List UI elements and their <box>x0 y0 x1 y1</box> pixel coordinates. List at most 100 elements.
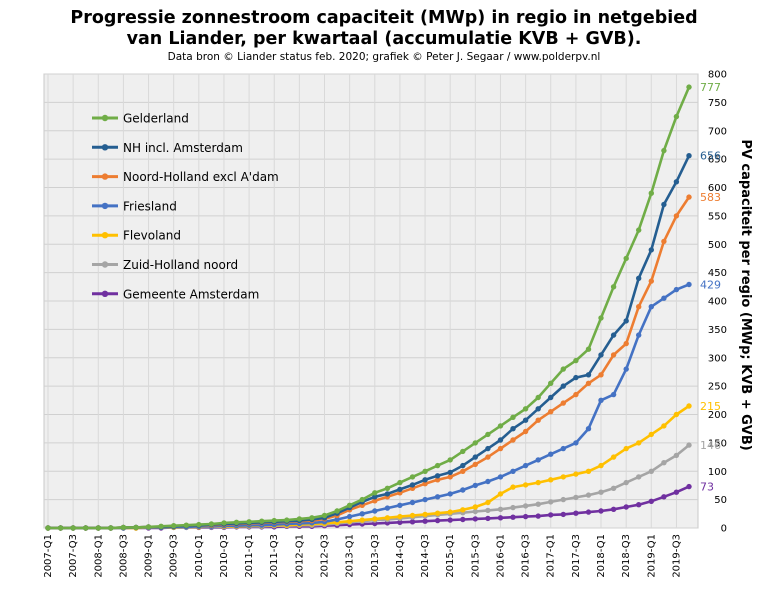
data-point <box>636 304 642 310</box>
data-point <box>485 478 491 485</box>
x-tick-label: 2009-Q3 <box>169 534 180 578</box>
y-tick-label: 800 <box>708 70 727 81</box>
data-point <box>485 445 491 452</box>
data-point <box>472 508 478 515</box>
data-point <box>673 452 680 459</box>
data-point <box>610 284 617 290</box>
data-point <box>422 511 428 518</box>
data-point <box>397 479 403 486</box>
data-point <box>284 517 290 523</box>
data-point <box>610 506 617 512</box>
data-point <box>409 512 416 519</box>
data-point <box>434 494 441 500</box>
data-point <box>560 511 566 518</box>
data-point <box>334 508 340 514</box>
data-point <box>598 372 604 378</box>
legend-label: Zuid-Holland noord <box>123 258 238 272</box>
data-point <box>372 516 378 522</box>
data-point <box>460 516 466 523</box>
data-point <box>560 445 566 452</box>
data-point <box>522 428 529 435</box>
x-tick-label: 2015-Q1 <box>445 534 456 578</box>
data-point <box>472 461 478 468</box>
data-point <box>183 522 189 528</box>
y-tick-label: 700 <box>708 126 727 137</box>
data-point <box>397 519 403 525</box>
end-value-label: 73 <box>700 481 714 494</box>
data-point <box>585 346 592 352</box>
data-point <box>522 513 529 520</box>
data-point <box>686 403 692 409</box>
data-point <box>460 507 466 513</box>
y-tick-label: 550 <box>708 211 727 222</box>
data-point <box>460 462 466 469</box>
data-point <box>434 473 441 479</box>
x-tick-label: 2011-Q1 <box>244 534 255 578</box>
data-point <box>346 513 353 520</box>
data-point <box>636 332 642 338</box>
data-point <box>384 505 391 511</box>
data-point <box>434 462 441 469</box>
chart-title: Progressie zonnestroom capaciteit (MWp) … <box>0 8 768 50</box>
data-point <box>661 460 667 466</box>
data-point <box>522 406 529 412</box>
x-tick-label: 2008-Q3 <box>118 534 129 578</box>
x-tick-label: 2017-Q3 <box>571 534 582 578</box>
data-point <box>648 498 654 504</box>
data-point <box>472 516 478 522</box>
data-point <box>510 484 516 490</box>
data-point <box>422 481 428 487</box>
end-labels: 73 146 215 429 583 656 777 <box>700 81 721 494</box>
data-point <box>535 457 541 463</box>
data-point <box>497 515 504 521</box>
data-point <box>510 426 516 432</box>
data-point <box>497 474 504 480</box>
data-point <box>636 227 642 233</box>
y-tick-label: 750 <box>708 98 727 109</box>
data-point <box>673 213 680 219</box>
data-point <box>359 517 365 523</box>
data-point <box>158 523 164 529</box>
x-tick-label: 2016-Q3 <box>521 534 532 578</box>
y-tick-label: 400 <box>708 297 727 308</box>
series-0 <box>45 84 692 531</box>
data-point <box>661 494 667 500</box>
data-point <box>610 485 617 491</box>
data-point <box>133 524 139 531</box>
legend-marker <box>101 144 109 151</box>
data-point <box>460 487 466 493</box>
data-point <box>648 431 654 438</box>
data-point <box>510 514 516 520</box>
data-point <box>623 255 629 262</box>
data-point <box>686 194 692 200</box>
data-point <box>535 394 541 401</box>
data-point <box>585 380 592 386</box>
x-tick-label: 2009-Q1 <box>144 534 155 578</box>
data-point <box>485 507 491 514</box>
data-point <box>460 448 466 455</box>
data-point <box>384 491 391 497</box>
data-point <box>573 391 579 398</box>
y-tick-label: 600 <box>708 183 727 194</box>
end-value-label: 777 <box>700 81 721 94</box>
x-axis: 2007-Q1 2007-Q3 2008-Q1 2008-Q3 2009-Q1 2009-… <box>43 534 682 578</box>
x-tick-label: 2012-Q3 <box>320 534 331 578</box>
data-point <box>422 468 428 474</box>
y-tick-label: 350 <box>708 325 727 336</box>
data-point <box>485 454 491 460</box>
data-point <box>447 474 453 480</box>
data-point <box>472 504 478 510</box>
legend-label: Gemeente Amsterdam <box>123 287 259 301</box>
data-point <box>661 238 667 245</box>
y-tick-label: 50 <box>714 495 727 506</box>
legend-marker <box>101 261 109 268</box>
data-point <box>623 366 629 372</box>
legend-item: Gelderland <box>92 112 189 126</box>
data-point <box>70 525 76 531</box>
x-tick-label: 2013-Q3 <box>370 534 381 578</box>
data-point <box>346 502 353 508</box>
data-point <box>610 332 617 338</box>
data-point <box>397 513 403 520</box>
end-value-label: 146 <box>700 439 721 452</box>
data-point <box>648 190 654 196</box>
